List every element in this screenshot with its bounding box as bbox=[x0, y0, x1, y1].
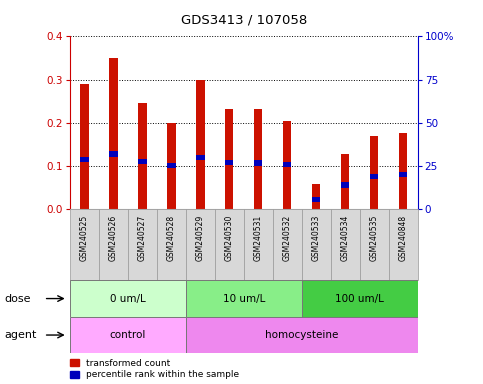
Bar bbox=[255, 161, 262, 166]
Text: 0 um/L: 0 um/L bbox=[110, 293, 146, 304]
Bar bbox=[186, 209, 215, 280]
Bar bbox=[255, 109, 262, 209]
Bar bbox=[139, 159, 146, 164]
Bar bbox=[186, 280, 302, 317]
Bar bbox=[389, 209, 418, 280]
Text: GSM240535: GSM240535 bbox=[370, 215, 379, 262]
Text: GSM240527: GSM240527 bbox=[138, 215, 147, 261]
Text: homocysteine: homocysteine bbox=[265, 330, 339, 340]
Text: GSM240534: GSM240534 bbox=[341, 215, 350, 262]
Bar bbox=[226, 160, 233, 165]
Bar bbox=[226, 109, 233, 209]
Text: GDS3413 / 107058: GDS3413 / 107058 bbox=[181, 14, 307, 27]
Text: GSM240528: GSM240528 bbox=[167, 215, 176, 261]
Bar bbox=[110, 58, 117, 209]
Bar bbox=[186, 317, 418, 353]
Text: GSM240533: GSM240533 bbox=[312, 215, 321, 262]
Bar bbox=[139, 103, 146, 209]
Text: GSM240530: GSM240530 bbox=[225, 215, 234, 262]
Bar bbox=[284, 121, 291, 209]
Bar bbox=[313, 184, 320, 209]
Bar bbox=[360, 209, 389, 280]
Bar bbox=[313, 197, 320, 202]
Bar bbox=[341, 154, 349, 209]
Text: GSM240525: GSM240525 bbox=[80, 215, 89, 261]
Bar bbox=[341, 182, 349, 188]
Bar bbox=[157, 209, 186, 280]
Bar bbox=[331, 209, 360, 280]
Bar bbox=[197, 155, 204, 160]
Bar bbox=[81, 157, 88, 162]
Bar bbox=[244, 209, 273, 280]
Bar bbox=[370, 174, 378, 179]
Bar bbox=[70, 317, 186, 353]
Text: 100 um/L: 100 um/L bbox=[335, 293, 384, 304]
Bar bbox=[168, 163, 175, 168]
Bar bbox=[197, 80, 204, 209]
Bar bbox=[70, 280, 186, 317]
Bar bbox=[99, 209, 128, 280]
Text: GSM240532: GSM240532 bbox=[283, 215, 292, 261]
Text: 10 um/L: 10 um/L bbox=[223, 293, 265, 304]
Text: dose: dose bbox=[5, 293, 31, 304]
Bar bbox=[110, 151, 117, 157]
Text: agent: agent bbox=[5, 330, 37, 340]
Bar bbox=[215, 209, 244, 280]
Text: GSM240531: GSM240531 bbox=[254, 215, 263, 261]
Bar bbox=[302, 209, 331, 280]
Bar bbox=[399, 172, 407, 177]
Text: GSM240848: GSM240848 bbox=[399, 215, 408, 261]
Text: control: control bbox=[110, 330, 146, 340]
Text: GSM240526: GSM240526 bbox=[109, 215, 118, 261]
Legend: transformed count, percentile rank within the sample: transformed count, percentile rank withi… bbox=[70, 359, 239, 379]
Text: GSM240529: GSM240529 bbox=[196, 215, 205, 261]
Bar bbox=[370, 136, 378, 209]
Bar bbox=[168, 123, 175, 209]
Bar bbox=[70, 209, 99, 280]
Bar bbox=[284, 162, 291, 167]
Bar bbox=[81, 84, 88, 209]
Bar bbox=[399, 133, 407, 209]
Bar bbox=[128, 209, 157, 280]
Bar bbox=[302, 280, 418, 317]
Bar bbox=[273, 209, 302, 280]
